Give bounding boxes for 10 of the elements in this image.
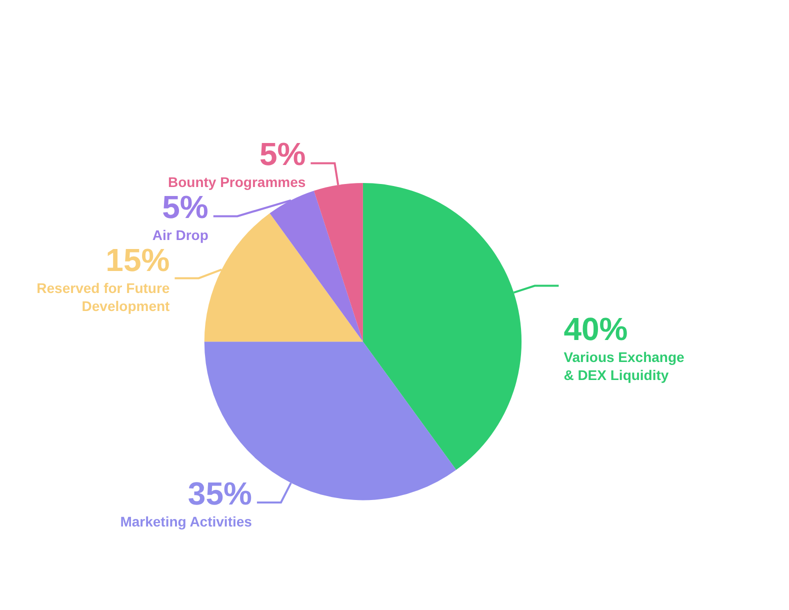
data-label: 5% <box>162 189 208 226</box>
data-label: 40% <box>564 311 628 348</box>
data-label: 15% <box>106 242 170 278</box>
data-label: 5% <box>259 136 306 172</box>
slice-label: Reserved for Future Development <box>36 280 170 314</box>
slice-label: Air Drop <box>152 227 208 244</box>
slice-label: Various Exchange & DEX Liquidity <box>564 349 685 384</box>
slice-label: Bounty Programmes <box>168 174 306 190</box>
data-label: 35% <box>188 476 252 512</box>
slice-label: Marketing Activities <box>120 514 252 530</box>
